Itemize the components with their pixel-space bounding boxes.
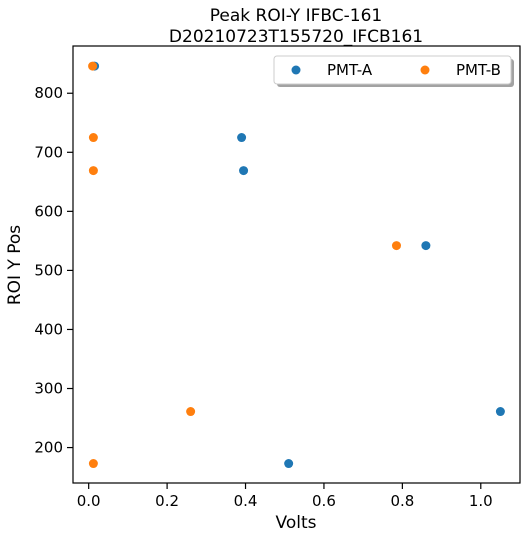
x-tick-label: 0.0 <box>77 492 101 510</box>
x-tick-label: 0.4 <box>234 492 258 510</box>
data-point-pmt-b <box>88 133 98 143</box>
x-tick-label: 0.6 <box>312 492 336 510</box>
chart-title: Peak ROI-Y IFBC-161 <box>210 6 383 26</box>
legend: PMT-A PMT-B <box>273 55 514 87</box>
y-tick-label: 700 <box>34 143 63 161</box>
axis-ticks: 0.0 0.2 0.4 0.6 0.8 1.0 200 300 400 500 600 700 800 <box>34 84 492 510</box>
data-point-pmt-b <box>391 241 401 251</box>
y-tick-label: 200 <box>34 439 63 457</box>
data-point-pmt-b <box>88 61 98 71</box>
legend-marker-pmt-b <box>420 65 430 75</box>
data-point-pmt-a <box>284 459 294 469</box>
data-point-pmt-b <box>88 459 98 469</box>
y-tick-label: 300 <box>34 380 63 398</box>
y-tick-label: 400 <box>34 320 63 338</box>
data-point-pmt-b <box>186 407 196 417</box>
data-point-pmt-a <box>421 241 431 251</box>
y-tick-label: 800 <box>34 84 63 102</box>
legend-marker-pmt-a <box>291 65 301 75</box>
chart-subtitle: D20210723T155720_IFCB161 <box>169 27 423 47</box>
data-points <box>88 61 505 469</box>
x-tick-label: 1.0 <box>469 492 493 510</box>
y-tick-label: 500 <box>34 261 63 279</box>
x-tick-label: 0.8 <box>390 492 414 510</box>
data-point-pmt-b <box>88 166 98 176</box>
data-point-pmt-a <box>237 133 247 143</box>
legend-label-pmt-b: PMT-B <box>456 61 501 79</box>
y-axis-label: ROI Y Pos <box>5 225 25 305</box>
data-point-pmt-a <box>239 166 249 176</box>
plot-frame <box>72 45 521 484</box>
data-point-pmt-a <box>495 407 505 417</box>
legend-box <box>273 55 512 85</box>
x-axis-label: Volts <box>276 513 317 533</box>
legend-label-pmt-a: PMT-A <box>327 61 373 79</box>
x-tick-label: 0.2 <box>155 492 179 510</box>
y-tick-label: 600 <box>34 202 63 220</box>
